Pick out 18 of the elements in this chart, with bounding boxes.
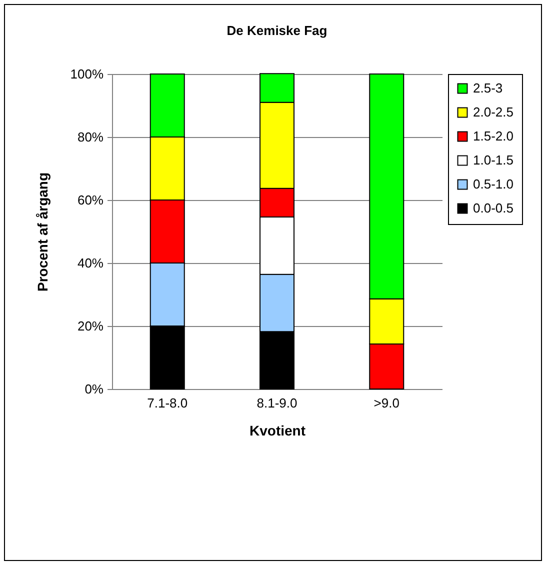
x-tick-label: >9.0 [374,396,400,410]
y-tick-label: 20% [77,318,104,334]
legend-label: 1.0-1.5 [473,152,514,168]
x-tick-label: 7.1-8.0 [147,396,188,410]
x-tick-label: 8.1-9.0 [256,396,298,410]
legend-label: 1.5-2.0 [473,128,514,144]
y-tick-label: 40% [77,256,104,270]
y-axis-title: Procent af årgang [34,172,50,292]
y-tick-label: 0% [84,382,104,396]
x-axis-title: Kvotient [250,422,306,438]
legend-label: 2.0-2.5 [473,104,514,120]
chart-title: De Kemiske Fag [226,23,328,38]
y-tick-label: 100% [70,66,104,82]
legend-label: 0.5-1.0 [473,176,514,192]
legend-label: 0.0-0.5 [473,200,514,216]
y-tick-label: 80% [77,130,104,144]
legend-label: 2.5-3 [473,80,503,96]
y-tick-label: 60% [77,192,104,208]
